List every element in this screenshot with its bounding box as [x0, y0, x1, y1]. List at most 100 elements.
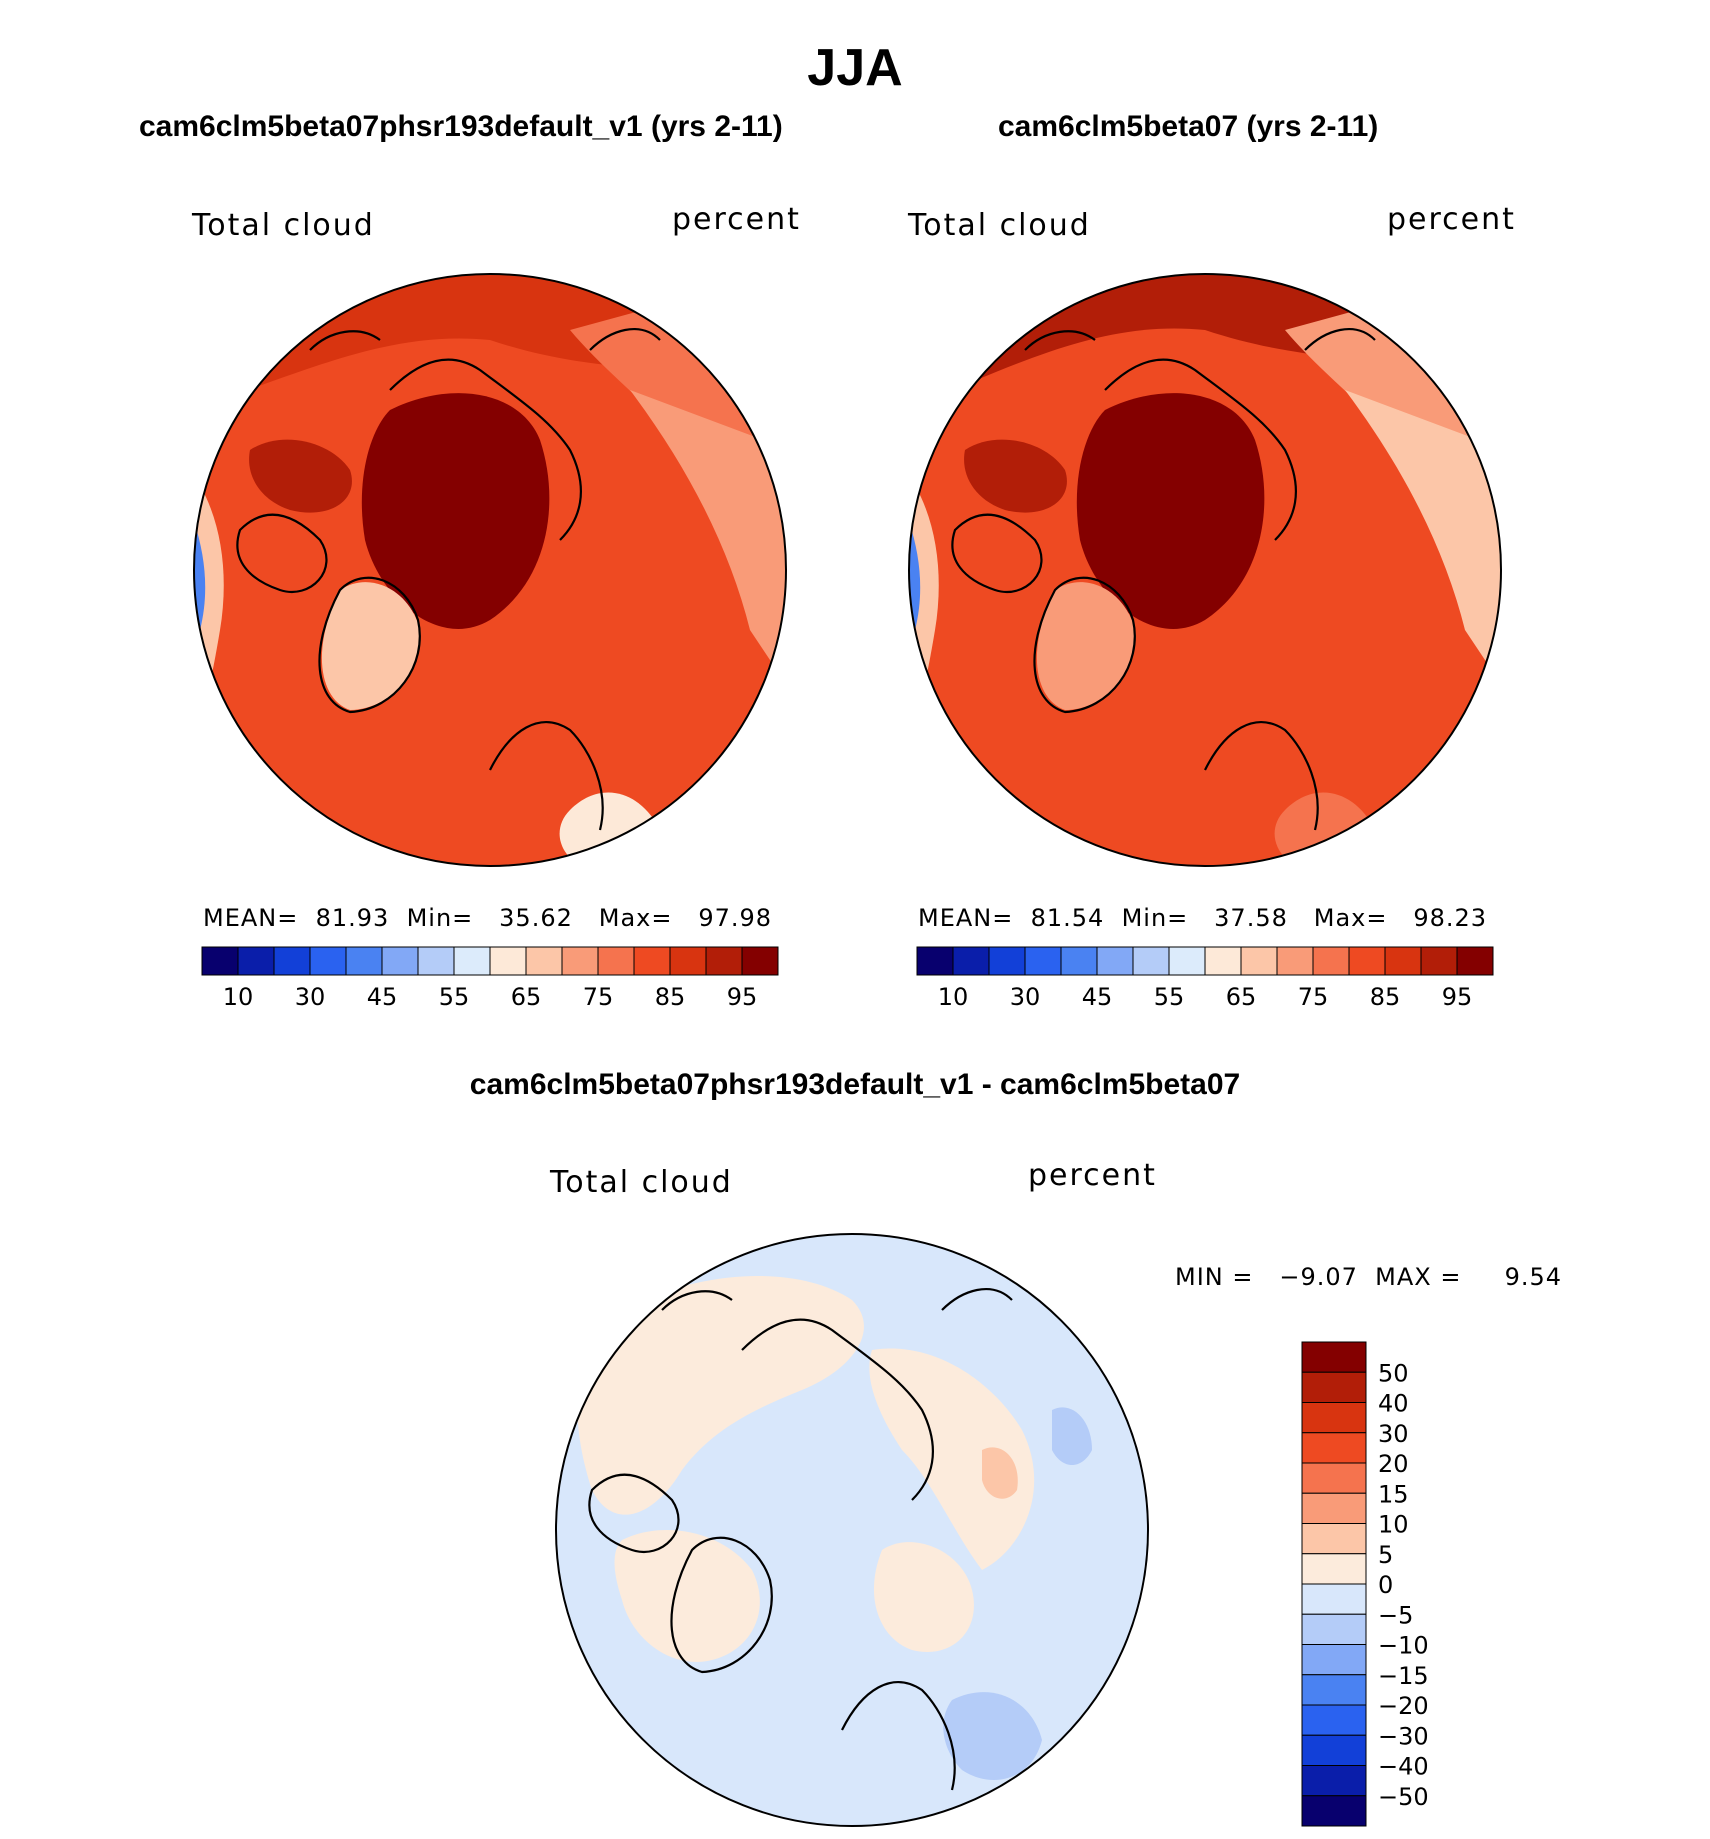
colorbar-3-tick-11: −20: [1378, 1692, 1429, 1720]
colorbar-3-tick-5: 10: [1378, 1511, 1409, 1539]
colorbar-3-tick-2: 30: [1378, 1420, 1409, 1448]
panel-2-field-label: Total cloud: [908, 208, 1091, 243]
map-1-coast-greenland: [318, 576, 421, 714]
colorbar-3-swatch-7: [1301, 1553, 1367, 1585]
colorbar-3-tick-14: −50: [1378, 1783, 1429, 1811]
colorbar-2-swatch-7: [1168, 946, 1206, 976]
colorbar-2-swatch-3: [1024, 946, 1062, 976]
colorbar-1-tick-3: 55: [439, 983, 470, 1011]
map-2-canada: [964, 439, 1067, 513]
colorbar-2-swatch-8: [1204, 946, 1242, 976]
colorbar-1-swatch-0: [201, 946, 239, 976]
map-1-canada: [249, 439, 352, 513]
map-1-coast-siberia: [389, 358, 582, 541]
colorbar-1-tick-2: 45: [367, 983, 398, 1011]
colorbar-3-tick-8: −5: [1378, 1601, 1413, 1629]
colorbar-1-swatch-12: [633, 946, 671, 976]
colorbar-1-swatch-14: [705, 946, 743, 976]
colorbar-2-tick-4: 65: [1226, 983, 1257, 1011]
colorbar-1-tick-5: 75: [583, 983, 614, 1011]
colorbar-2-tick-6: 85: [1370, 983, 1401, 1011]
map-1-band-se2: [730, 710, 786, 866]
panel-1-field-label: Total cloud: [192, 208, 375, 243]
colorbar-1-swatch-8: [489, 946, 527, 976]
colorbar-1-tick-4: 65: [511, 983, 542, 1011]
colorbar-2-swatch-9: [1240, 946, 1278, 976]
map-2-border: [908, 273, 1502, 867]
map-1-coast-scandinavia: [489, 721, 604, 831]
colorbar-2-tick-2: 45: [1082, 983, 1113, 1011]
colorbar-1-swatch-2: [273, 946, 311, 976]
colorbar-2-swatch-10: [1276, 946, 1314, 976]
map-1-band-east2: [630, 390, 786, 690]
colorbar-2-tick-1: 30: [1010, 983, 1041, 1011]
map-3-coast-alaska: [661, 1290, 733, 1311]
colorbar-3-swatch-14: [1301, 1765, 1367, 1797]
colorbar-3-tick-0: 50: [1378, 1359, 1409, 1387]
colorbar-2-swatch-12: [1348, 946, 1386, 976]
map-2-band-east2: [1345, 390, 1501, 690]
colorbar-2-swatch-5: [1096, 946, 1134, 976]
colorbar-1-swatch-10: [561, 946, 599, 976]
colorbar-1-swatch-9: [525, 946, 563, 976]
colorbar-1-swatch-7: [453, 946, 491, 976]
map-1-polar-max: [361, 393, 550, 629]
panel-2-stats: MEAN= 81.54 Min= 37.58 Max= 98.23: [918, 904, 1488, 932]
map-2-band-se2: [1445, 710, 1501, 866]
map-2-greenland: [1036, 582, 1136, 710]
panel-2-title: cam6clm5beta07 (yrs 2-11): [998, 110, 1379, 143]
colorbar-3-tick-9: −10: [1378, 1632, 1429, 1660]
colorbar-2-swatch-2: [988, 946, 1026, 976]
map-3-coast-canada: [588, 1473, 680, 1553]
colorbar-3-swatch-2: [1301, 1402, 1367, 1434]
map-3-pos-2: [869, 1348, 1035, 1570]
map-1: [193, 273, 787, 867]
colorbar-3-swatch-10: [1301, 1644, 1367, 1676]
colorbar-2-swatch-0: [916, 946, 954, 976]
colorbar-2-tick-5: 75: [1298, 983, 1329, 1011]
panel-1-title: cam6clm5beta07phsr193default_v1 (yrs 2-1…: [139, 110, 783, 143]
map-1-coast-alaska: [309, 330, 381, 351]
map-3-coast-kamchatka: [941, 1288, 1013, 1311]
map-3-coast-siberia: [741, 1318, 934, 1501]
colorbar-2-swatch-14: [1420, 946, 1458, 976]
map-2-coast-siberia: [1104, 358, 1297, 541]
map-2-polar-max: [1076, 393, 1265, 629]
colorbar-3-swatch-3: [1301, 1432, 1367, 1464]
map-3-coast-scandinavia: [841, 1681, 956, 1791]
colorbar-3-swatch-1: [1301, 1371, 1367, 1403]
colorbar-3-swatch-11: [1301, 1674, 1367, 1706]
colorbar-1-tick-0: 10: [223, 983, 254, 1011]
panel-3-field-label: Total cloud: [550, 1165, 733, 1200]
colorbar-3-swatch-15: [1301, 1795, 1367, 1827]
map-3-pos-3: [614, 1530, 760, 1662]
map-2-band-west2: [909, 510, 921, 640]
colorbar-3-swatch-9: [1301, 1613, 1367, 1645]
colorbar-1: 10 30 45 55 65 75 85 95: [201, 946, 779, 1011]
colorbar-3-tick-13: −40: [1378, 1753, 1429, 1781]
colorbar-3-tick-12: −30: [1378, 1722, 1429, 1750]
colorbar-3-swatch-4: [1301, 1462, 1367, 1494]
colorbar-3-tick-10: −15: [1378, 1662, 1429, 1690]
map-3-neg-1: [943, 1692, 1042, 1780]
panel-3-title: cam6clm5beta07phsr193default_v1 - cam6cl…: [469, 1068, 1241, 1101]
colorbar-1-tick-6: 85: [655, 983, 686, 1011]
colorbar-1-swatch-4: [345, 946, 383, 976]
colorbar-3-swatch-0: [1301, 1341, 1367, 1373]
colorbar-3-tick-1: 40: [1378, 1390, 1409, 1418]
colorbar-3-tick-3: 20: [1378, 1450, 1409, 1478]
map-3-pos-4: [873, 1542, 974, 1652]
colorbar-2-tick-7: 95: [1442, 983, 1473, 1011]
panel-2-units-label: percent: [1387, 202, 1516, 237]
colorbar-2-swatch-11: [1312, 946, 1350, 976]
colorbar-1-swatch-1: [237, 946, 275, 976]
colorbar-2-tick-0: 10: [938, 983, 969, 1011]
map-1-coast-canada: [236, 513, 328, 593]
map-2-coast-scandinavia: [1204, 721, 1319, 831]
colorbar-3-swatch-6: [1301, 1523, 1367, 1555]
map-3-pos-1: [577, 1276, 864, 1515]
map-1-border: [193, 273, 787, 867]
colorbar-1-swatch-13: [669, 946, 707, 976]
colorbar-2-swatch-1: [952, 946, 990, 976]
